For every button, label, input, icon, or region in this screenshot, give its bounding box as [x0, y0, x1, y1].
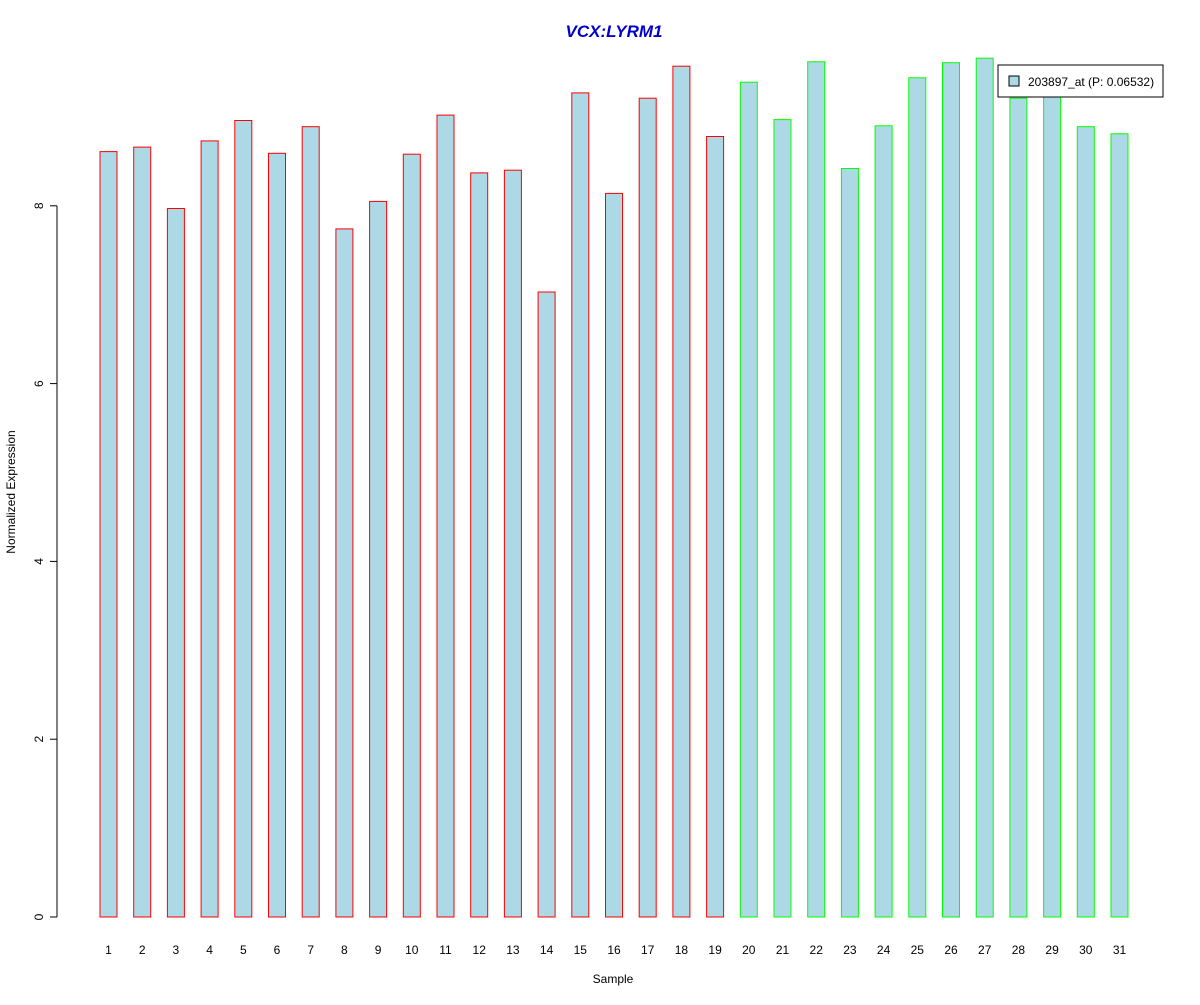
bar-sample-27: [975, 57, 994, 918]
bar-sample-6: [268, 152, 286, 918]
x-axis-tick-label: 21: [776, 943, 790, 957]
bar-sample-31: [1110, 133, 1129, 918]
bar-sample-29: [1043, 88, 1062, 918]
x-axis-tick-label: 31: [1113, 943, 1127, 957]
bar-sample-4: [200, 140, 219, 918]
bar-sample-24: [874, 125, 893, 918]
x-axis-tick-labels: 1 2 3 4 5 6 7 8 9 10 11 12 13 14 15 16 17 18 19 20 21 22 23 24 2…: [105, 943, 1126, 957]
x-axis-tick-label: 3: [173, 943, 180, 957]
x-axis-tick-label: 22: [810, 943, 824, 957]
bar-sample-22: [807, 61, 826, 918]
legend-box: [997, 64, 1164, 98]
bar-sample-17: [638, 97, 657, 918]
x-axis-tick-label: 29: [1045, 943, 1059, 957]
y-axis-title: Normalized Expression: [4, 430, 18, 553]
x-axis-tick-label: 26: [944, 943, 958, 957]
x-axis-tick-label: 14: [540, 943, 554, 957]
bar-sample-7: [301, 126, 320, 918]
y-axis-tick-label: 2: [32, 736, 46, 743]
bar-sample-16: [605, 192, 623, 918]
bar-sample-19: [706, 136, 725, 918]
x-axis-tick-label: 28: [1012, 943, 1026, 957]
x-axis-title: Sample: [593, 972, 634, 986]
x-axis-tick-label: 9: [375, 943, 382, 957]
x-axis-tick-label: 11: [439, 943, 452, 957]
bar-sample-21: [773, 119, 792, 918]
x-axis-tick-label: 13: [506, 943, 520, 957]
bar-sample-15: [571, 92, 590, 918]
x-axis-tick-label: 10: [405, 943, 419, 957]
bar-sample-14: [537, 291, 556, 918]
y-axis-tick-label: 4: [32, 558, 46, 565]
bar-sample-30: [1076, 126, 1095, 918]
y-axis: 0 2 4 6 8: [32, 202, 58, 920]
legend: 203897_at (P: 0.06532): [997, 64, 1164, 98]
x-axis-tick-label: 25: [911, 943, 925, 957]
bar-sample-12: [470, 172, 489, 918]
x-axis-tick-label: 24: [877, 943, 891, 957]
bar-sample-9: [369, 200, 388, 918]
bar-sample-25: [908, 77, 927, 918]
bar-sample-28: [1009, 97, 1028, 918]
x-axis-tick-label: 6: [274, 943, 281, 957]
x-axis-tick-label: 8: [341, 943, 348, 957]
x-axis-tick-label: 12: [473, 943, 487, 957]
bars: [99, 57, 1129, 918]
bar-sample-3: [166, 208, 185, 918]
x-axis-tick-label: 30: [1079, 943, 1093, 957]
bar-sample-13: [503, 169, 522, 918]
x-axis-tick-label: 20: [742, 943, 756, 957]
bar-sample-1: [99, 151, 118, 918]
x-axis-tick-label: 5: [240, 943, 247, 957]
x-axis-tick-label: 2: [139, 943, 146, 957]
bar-sample-20: [739, 81, 758, 918]
y-axis-tick-label: 8: [32, 202, 46, 209]
bar-sample-26: [942, 62, 960, 918]
bar-sample-8: [335, 228, 354, 918]
x-axis-tick-label: 19: [708, 943, 722, 957]
x-axis-tick-label: 27: [978, 943, 992, 957]
x-axis-tick-label: 7: [307, 943, 314, 957]
y-axis-tick-label: 0: [32, 913, 46, 920]
x-axis-tick-label: 23: [843, 943, 857, 957]
bar-sample-2: [133, 146, 152, 918]
x-axis-tick-label: 1: [105, 943, 112, 957]
bar-sample-10: [402, 153, 421, 918]
legend-label: 203897_at (P: 0.06532): [1028, 75, 1154, 89]
y-axis-tick-label: 6: [32, 380, 46, 387]
x-axis-tick-label: 16: [607, 943, 621, 957]
x-axis-tick-label: 4: [206, 943, 213, 957]
bar-sample-23: [840, 168, 859, 918]
x-axis-tick-label: 17: [641, 943, 655, 957]
chart-title: VCX:LYRM1: [566, 22, 663, 41]
legend-swatch: [1008, 75, 1020, 87]
x-axis-tick-label: 18: [675, 943, 689, 957]
bar-sample-18: [672, 65, 691, 918]
bar-sample-5: [234, 120, 253, 918]
x-axis-tick-label: 15: [574, 943, 588, 957]
bar-sample-11: [436, 114, 455, 918]
